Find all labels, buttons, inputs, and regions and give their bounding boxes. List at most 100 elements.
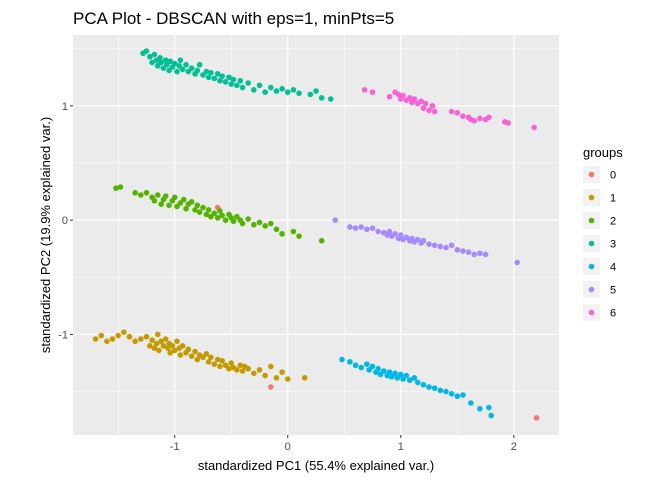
data-point [117,184,124,190]
x-tick-label: 2 [511,441,517,453]
legend-item-2: 2 [583,212,616,229]
data-point [200,204,206,211]
data-point [208,69,214,76]
data-point [219,73,225,79]
data-point [205,74,212,81]
data-point [171,194,178,201]
plot-panel [73,35,559,435]
chart-title: PCA Plot - DBSCAN with eps=1, minPts=5 [73,9,394,28]
data-point [166,67,172,74]
data-point [352,362,359,369]
data-point [222,362,229,369]
data-point [251,87,257,93]
data-point [208,213,214,220]
data-point [411,96,418,102]
legend-label: 6 [610,308,616,320]
data-point [533,415,540,421]
data-point [121,329,127,335]
legend-marker [588,171,595,178]
data-point [448,242,455,249]
data-point [366,367,372,373]
legend-marker [588,263,595,270]
data-point [290,228,297,235]
data-point [386,93,393,100]
legend-item-4: 4 [583,258,616,275]
data-point [147,53,153,60]
data-point [411,375,418,381]
data-point [222,79,229,85]
legend-item-6: 6 [583,304,616,321]
data-point [369,363,376,370]
legend-item-5: 5 [583,281,616,298]
data-point [222,217,229,223]
data-point [262,223,268,229]
data-point [420,237,427,244]
data-point [237,77,244,84]
series-4 [339,356,494,419]
data-point [262,89,268,95]
data-point [158,201,164,207]
data-point [226,365,232,372]
data-points [92,48,540,421]
data-point [219,212,225,219]
data-point [179,343,186,349]
data-point [151,345,158,351]
data-point [407,377,413,383]
data-point [113,185,119,191]
data-point [143,48,150,54]
legend-item-3: 3 [583,235,616,252]
data-point [239,220,246,227]
data-point [420,381,427,388]
data-point [171,60,178,67]
data-point [156,347,162,354]
data-point [234,82,240,89]
data-point [437,387,444,394]
data-point [183,61,189,68]
data-point [477,115,483,122]
data-point [115,332,122,339]
data-point [279,231,285,237]
data-point [414,236,421,243]
legend-label: 2 [610,216,616,228]
data-point [167,349,173,356]
data-point [174,203,180,210]
data-point [185,346,192,353]
data-point [176,63,183,69]
data-point [217,208,223,214]
data-point [296,233,302,239]
data-point [267,84,274,91]
data-point [153,340,160,347]
data-point [431,242,438,249]
data-point [262,372,268,379]
data-point [407,95,413,101]
data-point [386,369,393,375]
data-point [126,333,133,340]
data-point [364,226,370,233]
data-point [318,237,325,244]
data-point [443,244,449,251]
data-point [256,219,263,226]
data-point [174,338,180,345]
y-axis-label: standardized PC2 (19.9% explained var.) [38,117,53,353]
data-point [347,359,353,365]
data-point [377,371,384,378]
data-point [514,259,520,266]
data-point [267,363,274,370]
data-point [327,96,334,102]
data-point [358,364,365,371]
legend-item-0: 0 [583,166,616,183]
data-point [296,90,302,97]
data-point [217,77,223,84]
data-point [437,243,444,250]
data-point [183,205,189,212]
data-point [414,379,421,386]
data-point [138,192,144,198]
data-point [194,356,201,363]
x-axis-label: standardized PC1 (55.4% explained var.) [198,458,434,473]
data-point [418,98,424,105]
data-point [192,207,198,213]
data-point [454,393,461,399]
data-point [165,345,171,351]
legend-label: 4 [610,262,616,274]
